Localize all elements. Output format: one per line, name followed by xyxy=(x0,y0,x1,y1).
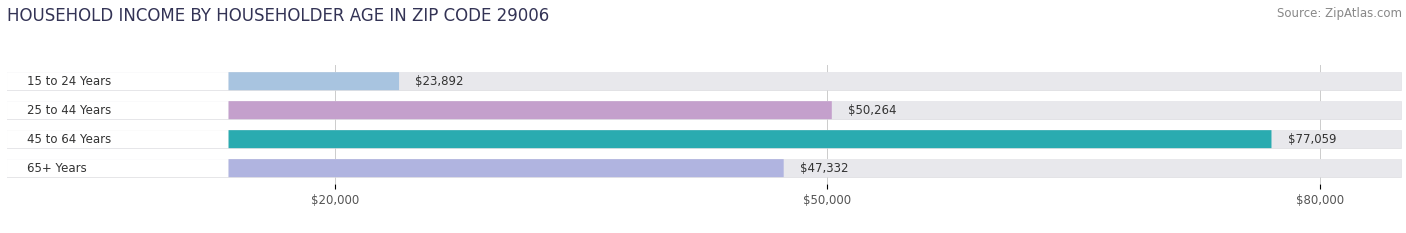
FancyBboxPatch shape xyxy=(229,130,1271,148)
FancyBboxPatch shape xyxy=(7,101,1402,119)
FancyBboxPatch shape xyxy=(229,72,399,90)
Text: HOUSEHOLD INCOME BY HOUSEHOLDER AGE IN ZIP CODE 29006: HOUSEHOLD INCOME BY HOUSEHOLDER AGE IN Z… xyxy=(7,7,550,25)
FancyBboxPatch shape xyxy=(7,72,1402,90)
Text: 65+ Years: 65+ Years xyxy=(27,162,87,175)
Text: $77,059: $77,059 xyxy=(1288,133,1336,146)
FancyBboxPatch shape xyxy=(7,159,1402,178)
Text: $50,264: $50,264 xyxy=(848,104,897,117)
FancyBboxPatch shape xyxy=(229,159,783,177)
FancyBboxPatch shape xyxy=(7,101,1402,120)
Text: 15 to 24 Years: 15 to 24 Years xyxy=(27,75,111,88)
FancyBboxPatch shape xyxy=(7,130,1402,148)
FancyBboxPatch shape xyxy=(7,130,1402,149)
Text: 25 to 44 Years: 25 to 44 Years xyxy=(27,104,111,117)
FancyBboxPatch shape xyxy=(7,159,1402,177)
FancyBboxPatch shape xyxy=(229,101,832,119)
FancyBboxPatch shape xyxy=(7,130,229,148)
FancyBboxPatch shape xyxy=(7,72,229,90)
FancyBboxPatch shape xyxy=(7,159,229,177)
Text: $47,332: $47,332 xyxy=(800,162,849,175)
Text: 45 to 64 Years: 45 to 64 Years xyxy=(27,133,111,146)
Text: $23,892: $23,892 xyxy=(416,75,464,88)
FancyBboxPatch shape xyxy=(7,101,229,119)
Text: Source: ZipAtlas.com: Source: ZipAtlas.com xyxy=(1277,7,1402,20)
FancyBboxPatch shape xyxy=(7,72,1402,91)
